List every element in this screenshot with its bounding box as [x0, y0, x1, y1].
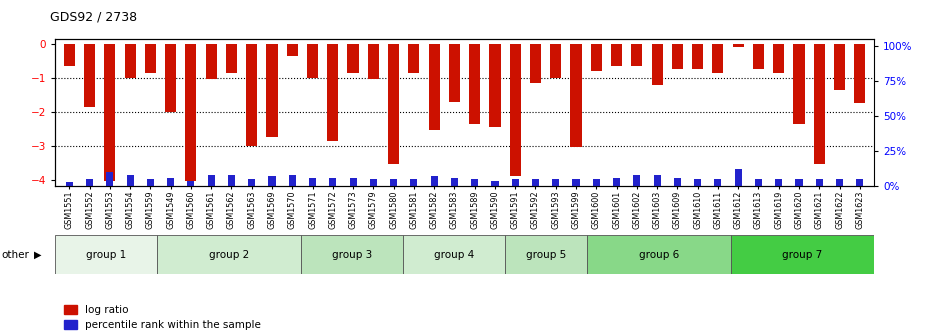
Bar: [410, 179, 417, 186]
Bar: [814, 44, 825, 164]
Bar: [773, 44, 785, 73]
Bar: [854, 44, 865, 103]
Bar: [390, 179, 397, 186]
Bar: [714, 179, 721, 186]
Bar: [126, 175, 134, 186]
Bar: [430, 176, 438, 186]
Bar: [593, 179, 599, 186]
Bar: [307, 44, 318, 78]
Bar: [287, 44, 298, 56]
FancyBboxPatch shape: [505, 235, 587, 274]
Bar: [348, 44, 359, 73]
FancyBboxPatch shape: [587, 235, 731, 274]
Bar: [350, 178, 356, 186]
Text: group 1: group 1: [86, 250, 126, 259]
Bar: [694, 179, 701, 186]
Bar: [793, 44, 805, 124]
Bar: [428, 44, 440, 130]
Bar: [634, 175, 640, 186]
Bar: [712, 44, 724, 73]
Bar: [269, 176, 276, 186]
Bar: [388, 44, 399, 164]
FancyBboxPatch shape: [55, 235, 158, 274]
Bar: [674, 178, 681, 186]
Bar: [755, 179, 762, 186]
Bar: [530, 44, 541, 83]
Bar: [86, 179, 93, 186]
Bar: [330, 178, 336, 186]
Bar: [327, 44, 338, 140]
Bar: [64, 44, 75, 66]
Bar: [734, 169, 742, 186]
Bar: [753, 44, 764, 69]
Text: GDS92 / 2738: GDS92 / 2738: [50, 10, 138, 23]
Bar: [672, 44, 683, 69]
Text: group 6: group 6: [639, 250, 679, 259]
Bar: [512, 179, 519, 186]
Bar: [368, 44, 379, 79]
Text: group 7: group 7: [782, 250, 823, 259]
Bar: [836, 179, 843, 186]
Bar: [187, 181, 195, 186]
Text: group 3: group 3: [332, 250, 372, 259]
Bar: [471, 179, 478, 186]
Text: group 4: group 4: [434, 250, 474, 259]
Text: group 5: group 5: [526, 250, 566, 259]
Bar: [228, 175, 235, 186]
Bar: [167, 178, 174, 186]
FancyBboxPatch shape: [301, 235, 403, 274]
Bar: [573, 179, 580, 186]
Bar: [856, 179, 864, 186]
Bar: [309, 178, 316, 186]
Text: ▶: ▶: [34, 250, 42, 259]
Bar: [104, 44, 115, 181]
Bar: [266, 44, 277, 137]
Bar: [652, 44, 663, 85]
Bar: [552, 179, 560, 186]
Bar: [613, 178, 620, 186]
Bar: [408, 44, 420, 73]
Bar: [631, 44, 642, 66]
Bar: [816, 179, 823, 186]
Bar: [246, 44, 257, 146]
Bar: [165, 44, 176, 112]
Bar: [469, 44, 481, 124]
Bar: [144, 44, 156, 73]
FancyBboxPatch shape: [731, 235, 874, 274]
Bar: [124, 44, 136, 78]
Bar: [451, 178, 458, 186]
Bar: [489, 44, 501, 127]
Bar: [775, 179, 782, 186]
Bar: [491, 181, 499, 186]
Bar: [289, 175, 295, 186]
Bar: [509, 44, 521, 176]
Bar: [550, 44, 561, 78]
Bar: [370, 179, 377, 186]
FancyBboxPatch shape: [403, 235, 505, 274]
Bar: [208, 175, 215, 186]
FancyBboxPatch shape: [158, 235, 301, 274]
Bar: [106, 172, 113, 186]
Legend: log ratio, percentile rank within the sample: log ratio, percentile rank within the sa…: [60, 301, 265, 334]
Bar: [693, 44, 703, 69]
Bar: [611, 44, 622, 66]
Bar: [732, 44, 744, 47]
Bar: [84, 44, 95, 107]
Bar: [66, 182, 73, 186]
Bar: [591, 44, 602, 71]
Text: other: other: [1, 250, 28, 259]
Bar: [448, 44, 460, 101]
Bar: [147, 179, 154, 186]
Bar: [185, 44, 197, 181]
Bar: [654, 175, 660, 186]
Bar: [226, 44, 237, 73]
Text: group 2: group 2: [209, 250, 249, 259]
Bar: [532, 179, 539, 186]
Bar: [205, 44, 217, 79]
Bar: [834, 44, 846, 90]
Bar: [795, 179, 803, 186]
Bar: [248, 179, 256, 186]
Bar: [570, 44, 581, 148]
